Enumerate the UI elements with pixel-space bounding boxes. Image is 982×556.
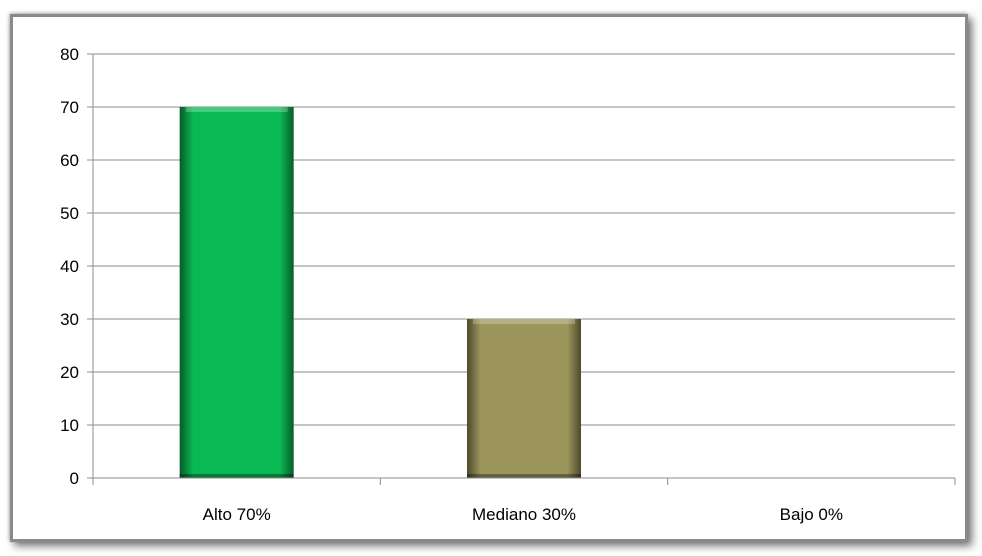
x-category-label: Mediano 30%: [472, 505, 576, 524]
y-tick-label: 20: [60, 363, 79, 382]
axes: [87, 53, 956, 485]
y-tick-label: 0: [70, 469, 79, 488]
x-category-label: Bajo 0%: [780, 505, 843, 524]
y-tick-label: 50: [60, 204, 79, 223]
labels: 0 10 20 30 40 50 60 70 80 Alto 70% Mediano 30% Bajo…: [60, 45, 843, 524]
y-tick-label: 80: [60, 45, 79, 64]
bar-body: [467, 319, 581, 478]
y-tick-label: 60: [60, 151, 79, 170]
bar-body: [179, 107, 294, 478]
y-tick-label: 10: [60, 416, 79, 435]
bar-base-shadow: [467, 474, 581, 478]
bar: [179, 107, 294, 478]
x-category-label: Alto 70%: [203, 505, 271, 524]
bars: [179, 107, 581, 478]
y-tick-label: 70: [60, 98, 79, 117]
bar-base-shadow: [179, 474, 294, 478]
bar-highlight: [185, 107, 288, 112]
bar: [467, 319, 581, 478]
y-tick-label: 40: [60, 257, 79, 276]
y-tick-label: 30: [60, 310, 79, 329]
bar-highlight: [473, 319, 575, 324]
